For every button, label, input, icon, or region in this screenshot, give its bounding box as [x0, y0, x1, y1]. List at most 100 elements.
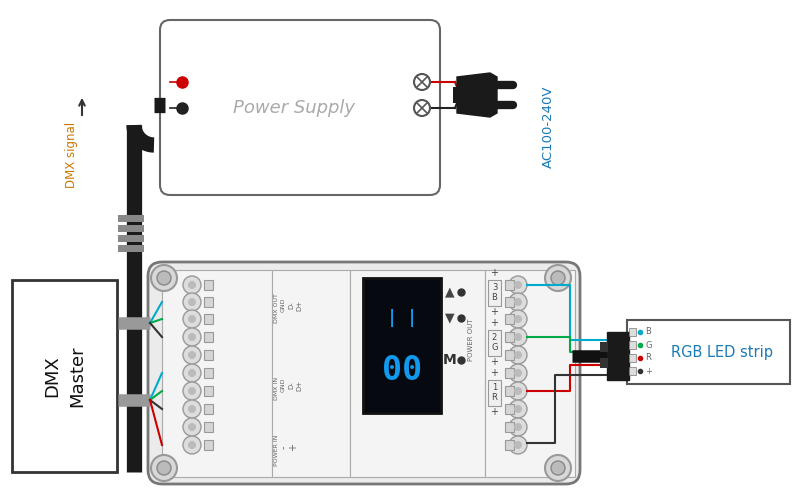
Bar [118, 225, 144, 232]
Circle shape [414, 74, 430, 90]
Circle shape [188, 281, 196, 289]
Bar [505, 404, 514, 414]
Bar [118, 245, 144, 252]
Circle shape [188, 405, 196, 413]
Bar [505, 280, 514, 290]
Circle shape [183, 346, 201, 364]
Text: +: + [490, 368, 498, 378]
Text: +: + [490, 407, 498, 417]
Bar [629, 341, 636, 349]
Text: G: G [491, 344, 498, 353]
Text: -: - [279, 445, 289, 449]
Bar [629, 328, 636, 336]
Circle shape [414, 100, 430, 116]
Circle shape [183, 364, 201, 382]
Text: GND: GND [281, 298, 286, 312]
Text: D+: D+ [296, 379, 302, 390]
Bar [629, 367, 636, 375]
Circle shape [509, 364, 527, 382]
Text: Power Supply: Power Supply [234, 99, 355, 117]
Text: G: G [645, 341, 651, 350]
Bar [505, 350, 514, 360]
Bar [118, 235, 144, 242]
Circle shape [514, 441, 522, 449]
Bar [488, 280, 501, 306]
Bar [505, 368, 514, 378]
Text: 00: 00 [382, 355, 422, 387]
Text: 2: 2 [492, 333, 497, 343]
Bar [505, 314, 514, 324]
Circle shape [514, 351, 522, 359]
Circle shape [509, 310, 527, 328]
Text: RGB LED strip: RGB LED strip [670, 345, 773, 360]
Text: | |: | | [387, 309, 417, 327]
Bar [485, 270, 575, 477]
Text: DMX IN: DMX IN [274, 376, 278, 399]
Bar [505, 332, 514, 342]
Text: +: + [288, 443, 298, 451]
Circle shape [551, 271, 565, 285]
Bar [505, 386, 514, 396]
Bar [363, 278, 441, 413]
Bar [12, 280, 117, 472]
Bar [204, 332, 213, 342]
Text: 1: 1 [492, 383, 497, 392]
Bar [272, 270, 350, 477]
Text: +: + [645, 367, 652, 376]
Text: GND: GND [281, 378, 286, 392]
Text: D+: D+ [296, 299, 302, 310]
Circle shape [183, 310, 201, 328]
Bar [600, 342, 608, 352]
Bar [350, 270, 485, 477]
Circle shape [183, 418, 201, 436]
Text: B: B [491, 293, 498, 302]
Circle shape [514, 387, 522, 395]
Text: AC100-240V: AC100-240V [542, 86, 554, 168]
Circle shape [514, 315, 522, 323]
Bar [505, 440, 514, 450]
Circle shape [514, 423, 522, 431]
Circle shape [514, 369, 522, 377]
Text: +: + [490, 318, 498, 328]
Bar [505, 422, 514, 432]
Circle shape [183, 400, 201, 418]
Circle shape [509, 436, 527, 454]
FancyBboxPatch shape [148, 262, 580, 484]
Circle shape [514, 281, 522, 289]
Bar [204, 404, 213, 414]
Text: +: + [490, 357, 498, 367]
Circle shape [188, 423, 196, 431]
Bar [627, 320, 790, 384]
Circle shape [151, 265, 177, 291]
Text: R: R [645, 354, 651, 363]
Circle shape [188, 387, 196, 395]
Bar [204, 314, 213, 324]
Circle shape [188, 333, 196, 341]
Circle shape [157, 461, 171, 475]
Circle shape [183, 328, 201, 346]
Text: DMX OUT: DMX OUT [274, 293, 278, 323]
Circle shape [509, 293, 527, 311]
Text: ▲: ▲ [445, 286, 455, 298]
Circle shape [183, 293, 201, 311]
Bar [204, 386, 213, 396]
Bar [118, 215, 144, 222]
Bar [204, 280, 213, 290]
Circle shape [509, 276, 527, 294]
Circle shape [183, 436, 201, 454]
Bar [204, 422, 213, 432]
Circle shape [183, 276, 201, 294]
Text: 3: 3 [492, 284, 497, 293]
Text: M: M [443, 353, 457, 367]
Text: +: + [490, 268, 498, 278]
Bar [600, 358, 608, 368]
Circle shape [183, 382, 201, 400]
Bar [505, 297, 514, 307]
Circle shape [509, 328, 527, 346]
Text: D-: D- [288, 301, 294, 309]
Circle shape [188, 351, 196, 359]
Bar [607, 332, 629, 380]
Circle shape [514, 333, 522, 341]
Bar [204, 440, 213, 450]
Circle shape [509, 382, 527, 400]
